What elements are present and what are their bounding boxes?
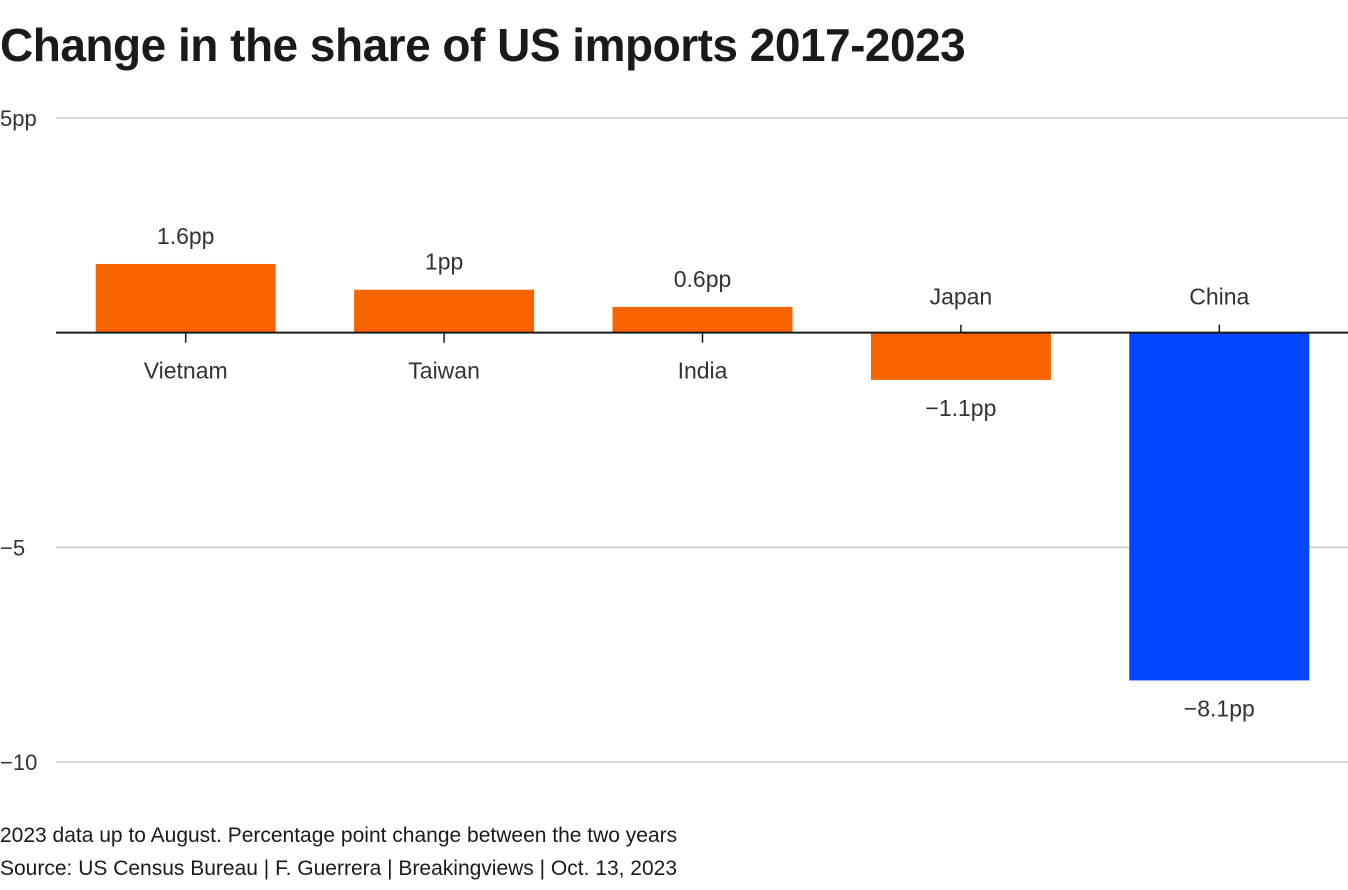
y-tick-label: −10 (0, 750, 37, 775)
value-label: −8.1pp (1184, 695, 1255, 721)
bar-vietnam (95, 263, 276, 333)
category-label: India (678, 358, 728, 384)
zero-axis (56, 324, 1348, 343)
bars (95, 263, 1310, 681)
y-tick-label: 5pp (0, 106, 37, 131)
category-label: Taiwan (408, 358, 480, 384)
category-label: Vietnam (144, 358, 228, 384)
value-label: 1.6pp (157, 223, 215, 249)
value-label: 1pp (425, 249, 463, 275)
y-tick-label: −5 (0, 535, 25, 560)
bar-india (612, 306, 793, 333)
chart-note: 2023 data up to August. Percentage point… (0, 824, 678, 847)
value-label: −1.1pp (925, 395, 996, 421)
chart-source: Source: US Census Bureau | F. Guerrera |… (0, 857, 678, 880)
category-label: China (1189, 284, 1249, 310)
category-label: Japan (930, 284, 993, 310)
value-label: 0.6pp (674, 266, 732, 292)
chart-title: Change in the share of US imports 2017-2… (0, 19, 966, 71)
bar-japan (870, 332, 1051, 380)
bar-taiwan (354, 289, 535, 333)
labels: 5pp −5 −10 Vietnam 1.6pp Taiwan 1pp India 0.6pp J… (0, 106, 1255, 775)
bar-china (1129, 332, 1310, 681)
